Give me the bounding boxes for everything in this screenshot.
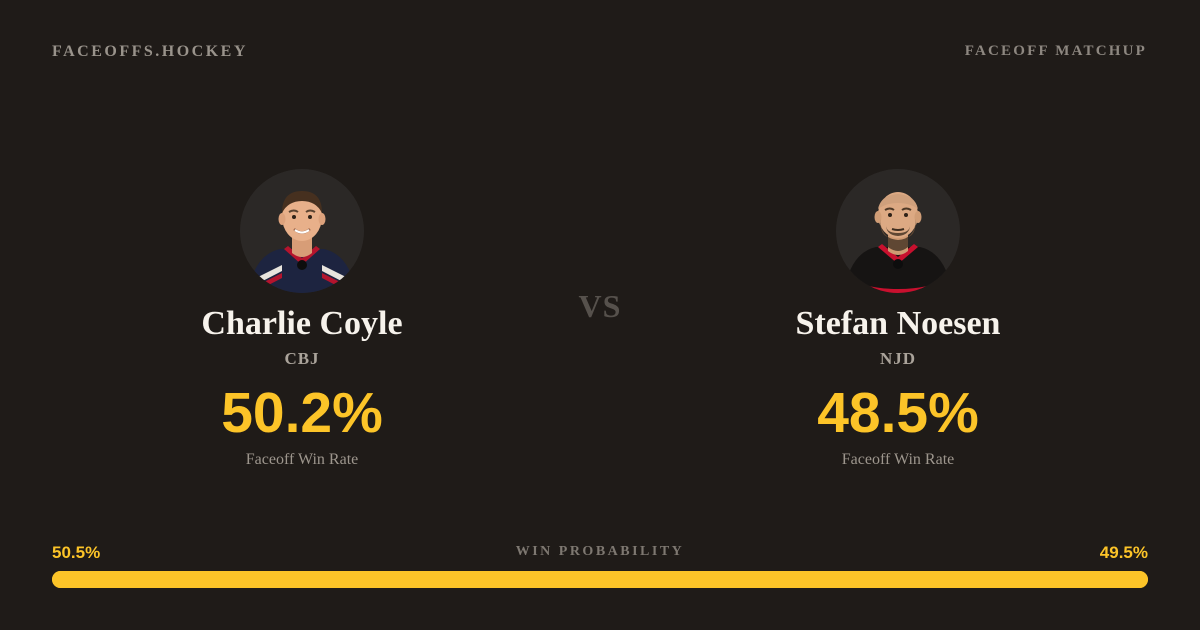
player-headshot-illustration [836, 169, 960, 293]
vs-label: VS [578, 288, 622, 324]
win-probability-title: WIN PROBABILITY [515, 544, 685, 559]
player-panel-right: Stefan Noesen NJD 48.5% Faceoff Win Rate [698, 169, 1098, 469]
player-faceoff-win-rate: 48.5% [817, 381, 979, 446]
player-photo-charlie-coyle [240, 169, 364, 293]
brand-wordmark: FACEOFFS.HOCKEY [52, 43, 248, 60]
player-panel-left: Charlie Coyle CBJ 50.2% Faceoff Win Rate [102, 169, 502, 469]
player-team: NJD [879, 349, 917, 369]
player-team: CBJ [284, 349, 320, 369]
stat-label: Faceoff Win Rate [841, 451, 955, 469]
player-name: Stefan Noesen [795, 305, 1001, 342]
win-probability-bar-left-segment [52, 571, 606, 588]
card-type-label: FACEOFF MATCHUP [964, 43, 1147, 59]
win-probability-left-value: 50.5% [52, 543, 101, 562]
win-probability-right-value: 49.5% [1099, 543, 1148, 562]
player-faceoff-win-rate: 50.2% [221, 381, 383, 446]
stat-label: Faceoff Win Rate [245, 451, 359, 469]
player-headshot-illustration [240, 169, 364, 293]
player-photo-stefan-noesen [836, 169, 960, 293]
player-name: Charlie Coyle [201, 305, 403, 342]
win-probability-bar [52, 571, 1148, 588]
win-probability-bar-right-segment [605, 571, 1148, 588]
win-probability-labels: 50.5% WIN PROBABILITY 49.5% [52, 543, 1148, 563]
